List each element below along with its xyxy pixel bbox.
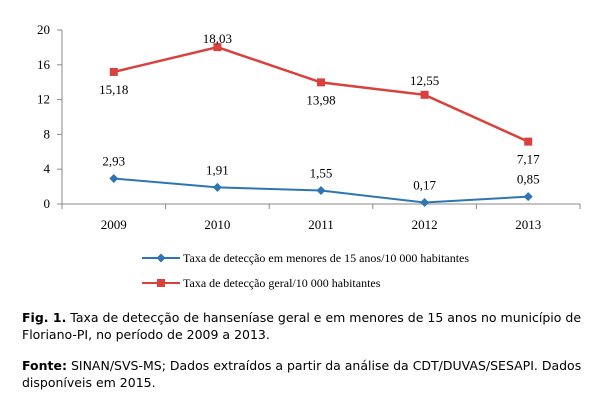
data-point (420, 198, 430, 208)
y-tick-label: 12 (37, 92, 50, 107)
data-point (523, 192, 533, 202)
data-point (109, 174, 119, 184)
legend: Taxa de detecção em menores de 15 anos/1… (142, 251, 469, 290)
source-note: Fonte: SINAN/SVS-MS; Dados extraídos a p… (22, 357, 582, 391)
data-point (420, 90, 429, 99)
source-label: Fonte: (22, 358, 67, 373)
source-text: SINAN/SVS-MS; Dados extraídos a partir d… (22, 358, 582, 390)
series-1: 15,18 18,03 13,98 12,55 7,17 (99, 31, 540, 166)
data-label: 13,98 (306, 92, 335, 107)
y-tick-label: 8 (44, 126, 51, 141)
x-tick-label: 2013 (515, 217, 541, 232)
legend-label: Taxa de detecção geral/10 000 habitantes (183, 276, 381, 290)
y-tick-label: 20 (37, 22, 50, 37)
data-point (213, 43, 222, 52)
data-point (317, 78, 325, 87)
data-point (212, 182, 222, 192)
x-tick-label: 2010 (204, 217, 230, 232)
series-group: 2,93 1,91 1,55 0,17 0,85 15,18 18,03 13,98 12,55… (99, 31, 540, 208)
legend-entry-0: Taxa de detecção em menores de 15 anos/1… (142, 251, 469, 265)
data-label: 0,85 (517, 172, 540, 187)
figure-caption: Fig. 1. Taxa de detecção de hanseníase g… (22, 309, 582, 343)
legend-label: Taxa de detecção em menores de 15 anos/1… (183, 251, 469, 265)
series-0: 2,93 1,91 1,55 0,17 0,85 (102, 154, 540, 208)
y-tick-label: 0 (44, 196, 51, 211)
data-point (316, 186, 326, 196)
legend-entry-1: Taxa de detecção geral/10 000 habitantes (142, 276, 381, 290)
data-point (524, 137, 533, 146)
legend-marker (156, 253, 166, 263)
data-label: 18,03 (203, 31, 232, 46)
y-tick-label: 16 (37, 57, 51, 72)
data-label: 15,18 (99, 82, 128, 97)
y-axis-ticks: 0 4 8 12 16 20 (37, 22, 62, 211)
data-label: 1,55 (310, 166, 333, 181)
x-tick-label: 2009 (101, 217, 127, 232)
figure-caption-text: Taxa de detecção de hanseníase geral e e… (22, 310, 582, 342)
y-tick-label: 4 (44, 161, 51, 176)
data-point (109, 67, 118, 76)
legend-marker (157, 279, 165, 287)
data-label: 7,17 (517, 152, 540, 167)
data-label: 0,17 (413, 178, 436, 193)
x-axis-ticks: 2009 2010 2011 2012 2013 (61, 204, 581, 232)
axes (61, 30, 580, 205)
data-label: 2,93 (102, 154, 125, 169)
data-label: 12,55 (410, 73, 439, 88)
x-tick-label: 2011 (308, 217, 334, 232)
x-tick-label: 2012 (412, 217, 438, 232)
figure-label: Fig. 1. (22, 310, 67, 325)
data-label: 1,91 (206, 162, 229, 177)
